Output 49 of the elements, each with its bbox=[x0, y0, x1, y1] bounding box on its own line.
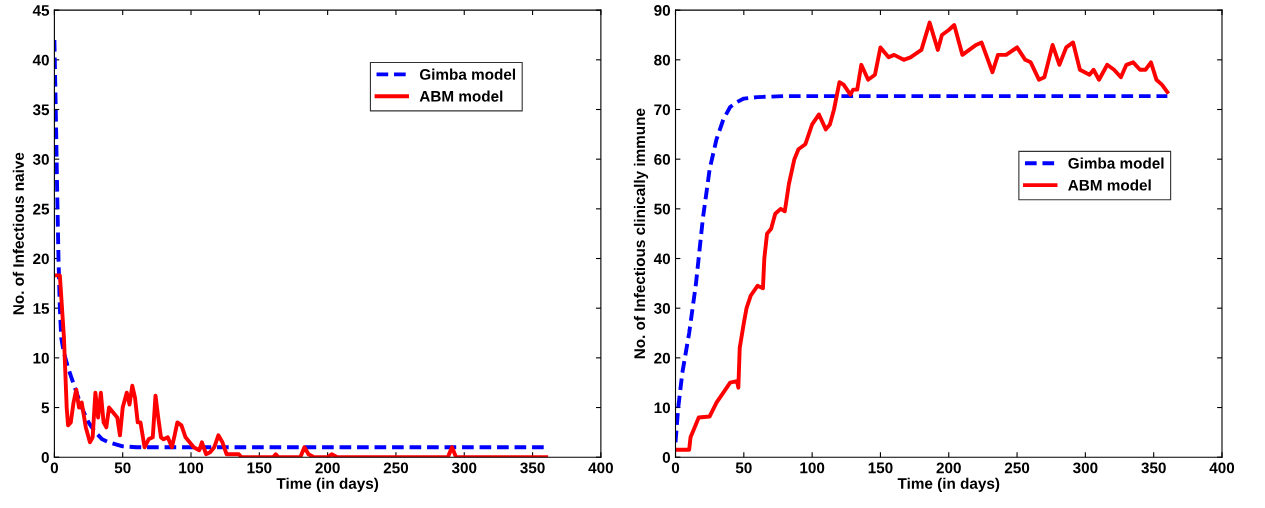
y-tick-label: 0 bbox=[41, 452, 49, 463]
x-tick-label: 300 bbox=[1072, 462, 1098, 474]
y-tick-label: 5 bbox=[41, 402, 50, 414]
y-tick-label: 10 bbox=[654, 402, 671, 414]
y-tick-label: 15 bbox=[33, 303, 50, 314]
y-tick-label: 25 bbox=[33, 203, 50, 215]
x-tick-label: 300 bbox=[451, 462, 477, 474]
line-series bbox=[675, 20, 1170, 452]
line-series bbox=[675, 94, 1170, 445]
x-tick-label: 250 bbox=[383, 462, 409, 474]
x-tick-label: 250 bbox=[1004, 462, 1030, 474]
y-tick-label: 20 bbox=[33, 253, 49, 265]
x-tick-label: 200 bbox=[315, 462, 340, 474]
x-axis-title: Time (in days) bbox=[897, 477, 1000, 492]
x-tick-label: 150 bbox=[868, 462, 893, 474]
x-tick-label: 400 bbox=[1209, 462, 1235, 474]
line-series bbox=[54, 273, 549, 458]
y-tick-label: 50 bbox=[654, 203, 671, 215]
x-tick-label: 50 bbox=[735, 462, 752, 474]
x-tick-label: 100 bbox=[800, 462, 825, 474]
legend-label: ABM model bbox=[1068, 179, 1151, 191]
y-tick-label: 45 bbox=[32, 5, 50, 16]
y-tick-label: 20 bbox=[654, 352, 671, 364]
y-tick-label: 30 bbox=[32, 154, 49, 165]
x-axis-title: Time (in days) bbox=[276, 477, 379, 492]
x-tick-label: 150 bbox=[247, 462, 272, 474]
x-tick-label: 350 bbox=[520, 462, 545, 474]
legend-label: ABM model bbox=[419, 90, 503, 102]
y-tick-label: 60 bbox=[654, 154, 671, 165]
y-tick-label: 10 bbox=[33, 352, 49, 364]
x-tick-label: 0 bbox=[50, 462, 59, 474]
x-tick-label: 350 bbox=[1141, 462, 1166, 474]
y-tick-label: 35 bbox=[32, 104, 50, 116]
y-tick-label: 40 bbox=[32, 54, 49, 66]
x-tick-label: 200 bbox=[936, 462, 961, 474]
y-tick-label: 80 bbox=[654, 54, 671, 66]
y-tick-label: 70 bbox=[654, 104, 671, 116]
y-axis-title: No. of Infectious clinically immune bbox=[633, 108, 649, 359]
y-tick-label: 40 bbox=[653, 253, 671, 265]
legend-label: Gimba model bbox=[419, 68, 515, 80]
x-tick-label: 50 bbox=[114, 462, 131, 474]
y-axis-title: No. of Infectious naive bbox=[12, 152, 24, 315]
legend-label: Gimba model bbox=[1068, 157, 1164, 169]
y-tick-label: 30 bbox=[654, 303, 671, 314]
x-tick-label: 0 bbox=[671, 462, 680, 474]
x-tick-label: 100 bbox=[179, 462, 204, 474]
x-tick-label: 400 bbox=[588, 462, 613, 474]
y-tick-label: 90 bbox=[654, 5, 671, 16]
y-tick-label: 0 bbox=[662, 452, 671, 463]
